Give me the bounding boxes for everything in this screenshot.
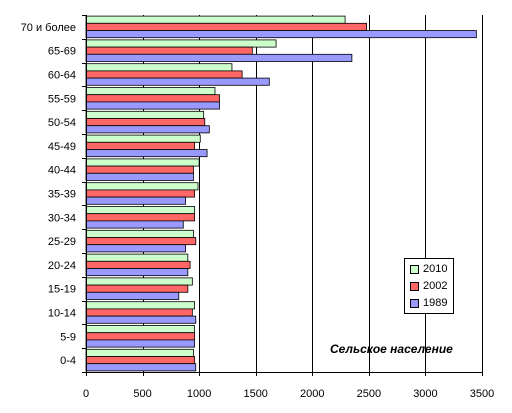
x-tick-labels: 0 500 1000 1500 2000 2500 3000 3500: [83, 388, 494, 400]
bar-2002-0: [85, 22, 367, 31]
bar-2002-3: [85, 94, 220, 103]
bar-2002-6: [85, 165, 194, 174]
axes: [82, 15, 483, 376]
legend-item-1989: 1989: [405, 295, 453, 311]
legend: 2010 2002 1989: [404, 258, 454, 314]
bar-2010-10: [85, 253, 189, 262]
bar-2010-3: [85, 87, 216, 96]
x-tick-label-3: 1500: [243, 388, 267, 400]
y-tick-label-1: 65-69: [48, 46, 76, 58]
y-tick-label-12: 10-14: [48, 308, 76, 320]
legend-swatch-2010: [410, 264, 419, 274]
bar-2010-12: [85, 301, 196, 310]
y-tick-label-5: 45-49: [48, 141, 76, 153]
bar-2002-10: [85, 260, 191, 269]
bar-1989-0: [85, 30, 477, 39]
bar-1989-14: [85, 363, 197, 372]
bar-1989-9: [85, 244, 186, 253]
bar-1989-8: [85, 220, 184, 229]
bar-1989-6: [85, 172, 194, 181]
bar-2010-14: [85, 348, 194, 357]
bar-1989-1: [85, 53, 353, 62]
legend-swatch-1989: [410, 298, 419, 308]
x-tick-label-4: 2000: [300, 388, 324, 400]
bar-2002-13: [85, 332, 196, 341]
bar-1989-10: [85, 268, 189, 277]
x-tick-label-7: 3500: [470, 388, 494, 400]
legend-label-2010: 2010: [423, 263, 448, 275]
x-tick-label-5: 2500: [357, 388, 381, 400]
bar-2002-7: [85, 189, 196, 198]
bar-2002-9: [85, 237, 197, 246]
y-tick-label-9: 25-29: [48, 236, 76, 248]
bar-2002-8: [85, 213, 196, 222]
bar-2002-5: [85, 141, 196, 150]
bar-1989-12: [85, 315, 197, 324]
legend-swatch-2002: [410, 281, 419, 291]
y-tick-label-7: 35-39: [48, 189, 76, 201]
bar-2010-8: [85, 206, 196, 215]
bars: [85, 15, 477, 372]
chart-annotation: Сельское население: [330, 342, 453, 356]
bar-2010-2: [85, 63, 233, 72]
y-tick-label-6: 40-44: [48, 165, 76, 177]
bar-2002-12: [85, 308, 193, 317]
x-tick-label-6: 3000: [413, 388, 437, 400]
y-tick-label-0: 70 и более: [21, 22, 76, 34]
x-tick-label-1: 500: [133, 388, 151, 400]
bar-2002-1: [85, 46, 253, 55]
y-tick-label-14: 0-4: [60, 355, 76, 367]
bar-1989-2: [85, 77, 270, 86]
y-tick-label-3: 55-59: [48, 93, 76, 105]
bar-1989-11: [85, 291, 180, 300]
bar-1989-5: [85, 149, 208, 158]
legend-item-2010: 2010: [405, 261, 453, 277]
bar-2002-11: [85, 284, 189, 293]
y-tick-label-4: 50-54: [48, 117, 76, 129]
bar-2010-6: [85, 158, 200, 167]
legend-item-2002: 2002: [405, 278, 453, 294]
legend-label-1989: 1989: [423, 297, 448, 309]
y-tick-label-11: 15-19: [48, 284, 76, 296]
bar-1989-4: [85, 125, 210, 134]
bar-2010-13: [85, 325, 196, 334]
bar-2002-14: [85, 356, 196, 365]
y-tick-label-10: 20-24: [48, 260, 76, 272]
bar-1989-7: [85, 196, 186, 205]
y-tick-labels: 70 и более 65-69 60-64 55-59 50-54 45-49 40-44…: [21, 22, 76, 367]
x-tick-label-0: 0: [83, 388, 89, 400]
y-tick-label-8: 30-34: [48, 212, 76, 224]
legend-label-2002: 2002: [423, 280, 448, 292]
bar-2010-0: [85, 15, 346, 24]
bar-2010-1: [85, 39, 277, 48]
bar-1989-3: [85, 101, 220, 110]
bar-2010-7: [85, 182, 199, 191]
bar-2010-11: [85, 277, 193, 286]
bar-2010-4: [85, 110, 205, 119]
bar-2002-4: [85, 118, 206, 127]
x-tick-label-2: 1000: [187, 388, 211, 400]
y-tick-label-13: 5-9: [60, 331, 76, 343]
bar-1989-13: [85, 339, 196, 348]
bar-2002-2: [85, 70, 243, 79]
bar-2010-5: [85, 134, 201, 143]
bar-2010-9: [85, 229, 194, 238]
y-tick-label-2: 60-64: [48, 70, 76, 82]
